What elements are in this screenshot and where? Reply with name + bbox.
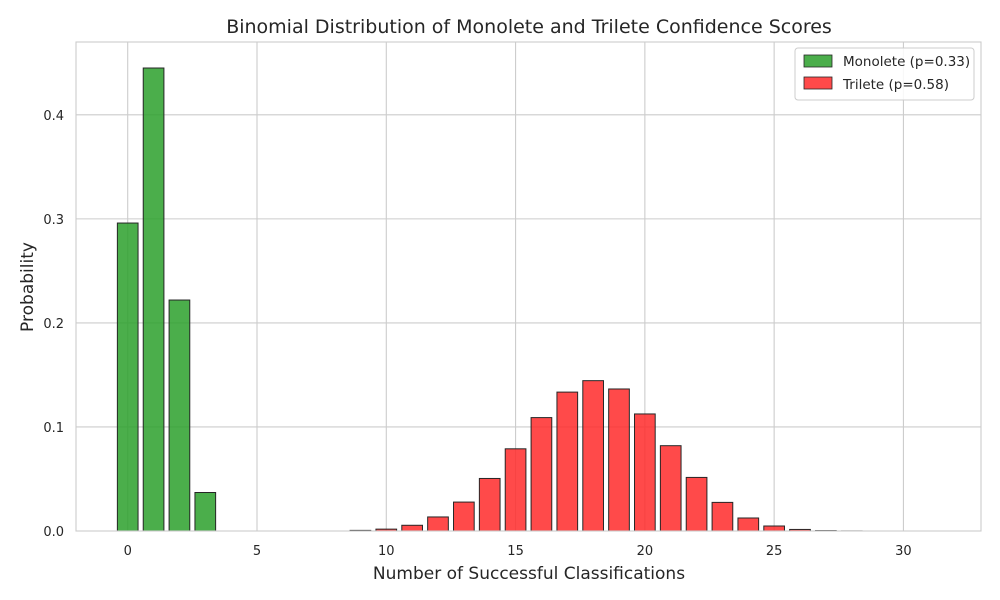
grid [76,42,981,532]
bar [116,222,139,532]
bar [737,517,760,532]
series-0 [116,67,217,532]
y-axis-label: Probability [18,242,38,332]
bars [116,67,863,532]
bar [763,525,785,532]
bar [608,388,630,532]
bar [530,417,553,532]
x-tick-label: 0 [124,544,132,559]
x-tick-label: 20 [637,544,654,559]
bar [427,516,449,532]
x-tick-label: 30 [895,544,912,559]
bar [401,524,423,532]
y-tick-label: 0.0 [43,525,64,540]
bar [711,501,734,532]
legend-label-trilete: Trilete (p=0.58) [842,77,949,93]
y-tick-label: 0.1 [43,421,64,436]
x-tick-label: 10 [378,544,395,559]
bar [582,380,604,532]
y-tick-label: 0.4 [43,109,64,124]
bar [504,448,527,532]
y-tick-label: 0.3 [43,213,64,228]
legend-label-monolete: Monolete (p=0.33) [843,54,970,70]
tick-labels: 0 5 10 15 20 25 30 0.0 0.1 0.2 0.3 0.4 [43,109,911,559]
x-axis-label: Number of Successful Classifications [373,564,685,584]
x-tick-label: 25 [766,544,783,559]
legend: Monolete (p=0.33) Trilete (p=0.58) [794,47,975,101]
x-tick-label: 5 [253,544,261,559]
bar [478,477,501,532]
legend-swatch-trilete [803,76,833,90]
legend-swatch-monolete [803,54,833,68]
legend-frame [794,47,975,101]
chart-title: Binomial Distribution of Monolete and Tr… [226,16,832,38]
bar [142,67,165,532]
bar [685,476,708,532]
bar [556,391,579,532]
series-1 [349,380,863,532]
bar [659,445,682,532]
bar [168,299,191,532]
plot-frame [75,41,982,532]
y-tick-label: 0.2 [43,317,64,332]
bar [453,501,475,532]
bar [194,492,217,532]
x-tick-label: 15 [507,544,524,559]
bar [634,413,656,532]
